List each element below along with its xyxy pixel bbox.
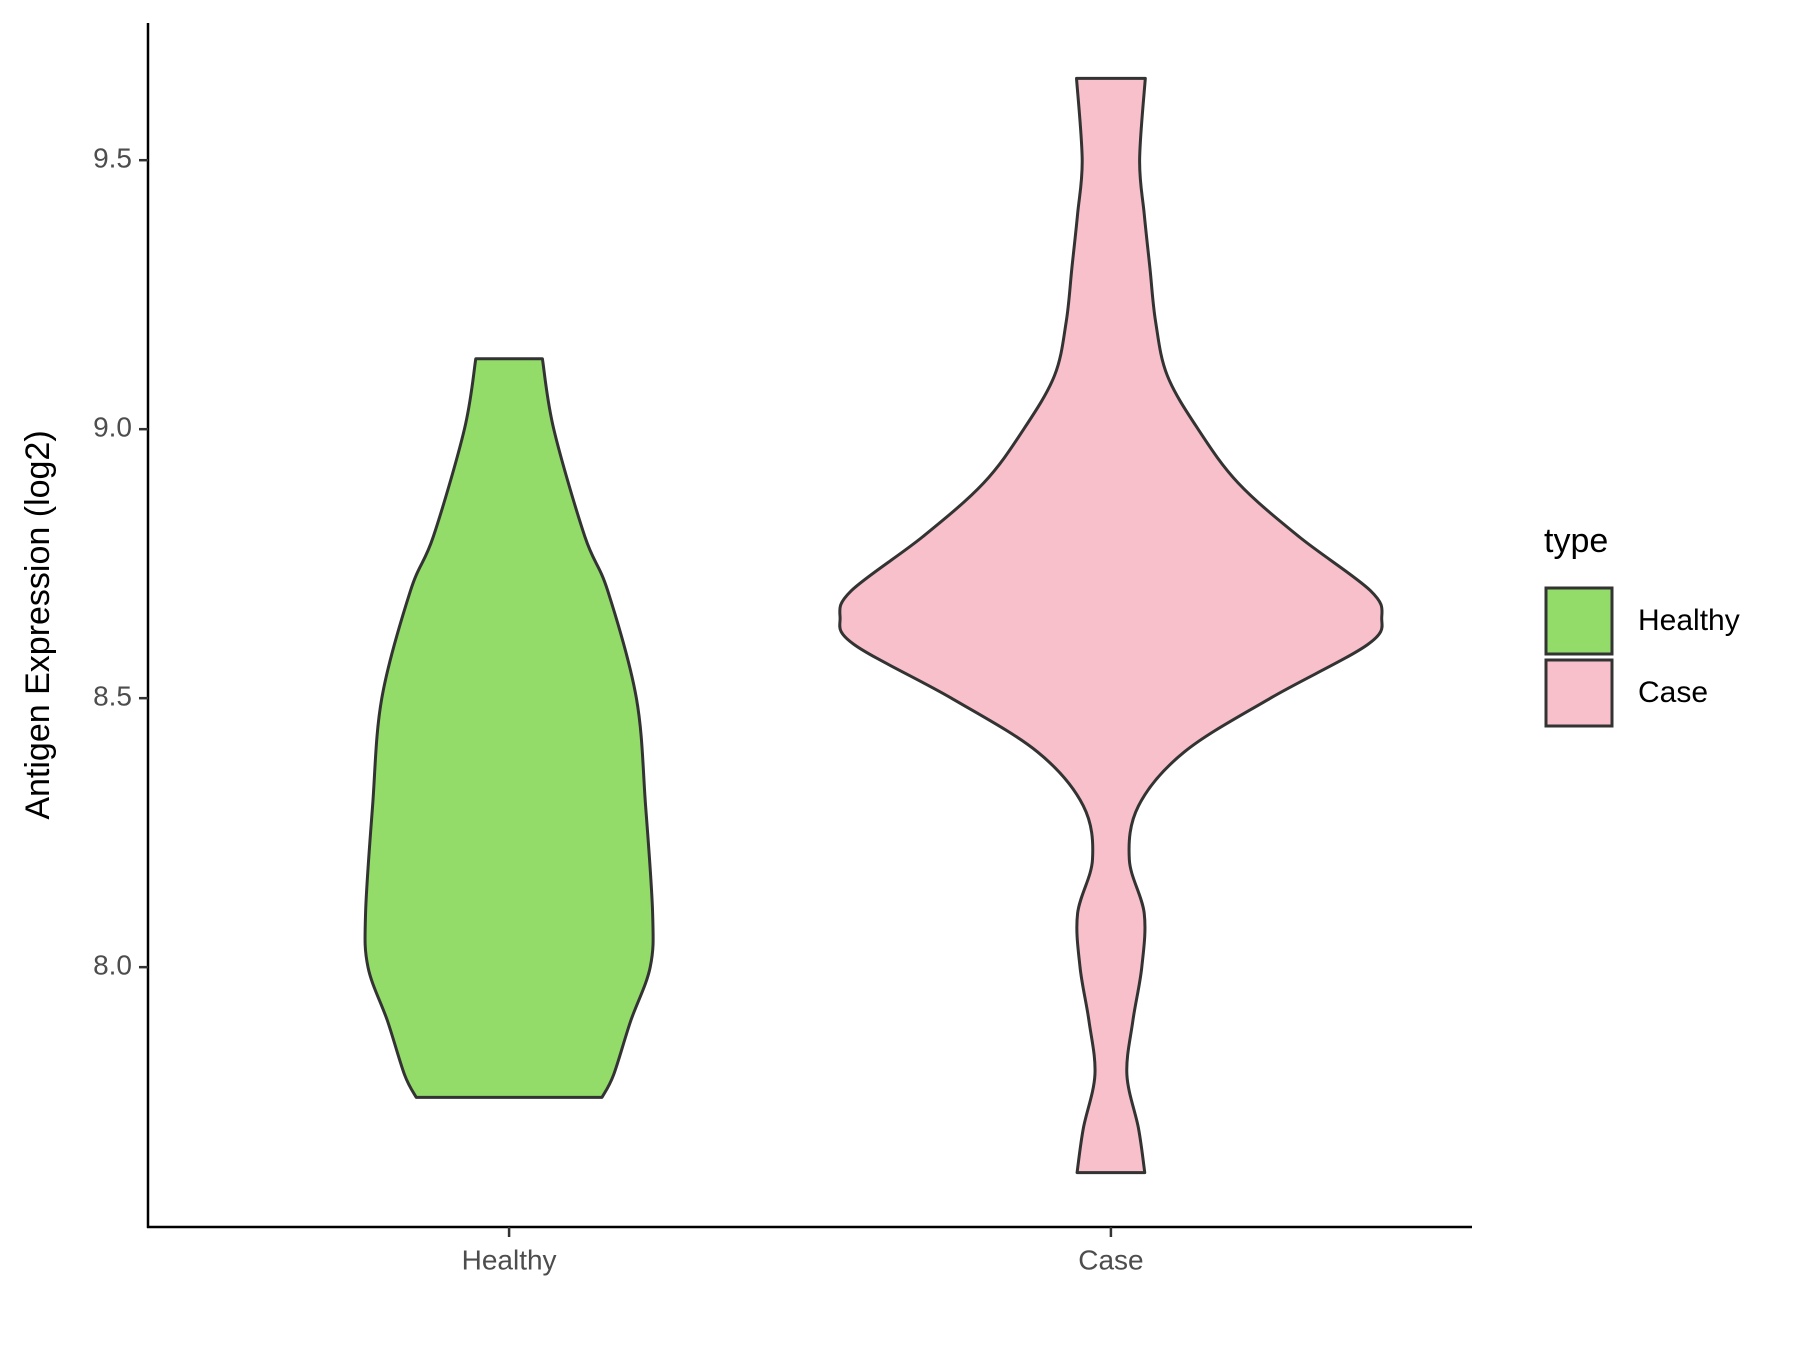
legend-key	[1544, 586, 1614, 656]
legend-title: type	[1544, 522, 1608, 560]
y-tick-label: 8.5	[93, 681, 132, 712]
y-tick-label: 9.0	[93, 412, 132, 443]
y-axis-title: Antigen Expression (log2)	[19, 430, 57, 819]
x-tick-label: Healthy	[462, 1244, 557, 1275]
legend-label: Case	[1638, 676, 1708, 709]
x-tick-label: Case	[1078, 1244, 1143, 1275]
y-tick-label: 9.5	[93, 143, 132, 174]
legend-key	[1544, 658, 1614, 728]
y-tick-label: 8.0	[93, 950, 132, 981]
violin	[838, 76, 1384, 1175]
legend-label: Healthy	[1638, 604, 1740, 637]
violin	[363, 357, 655, 1099]
